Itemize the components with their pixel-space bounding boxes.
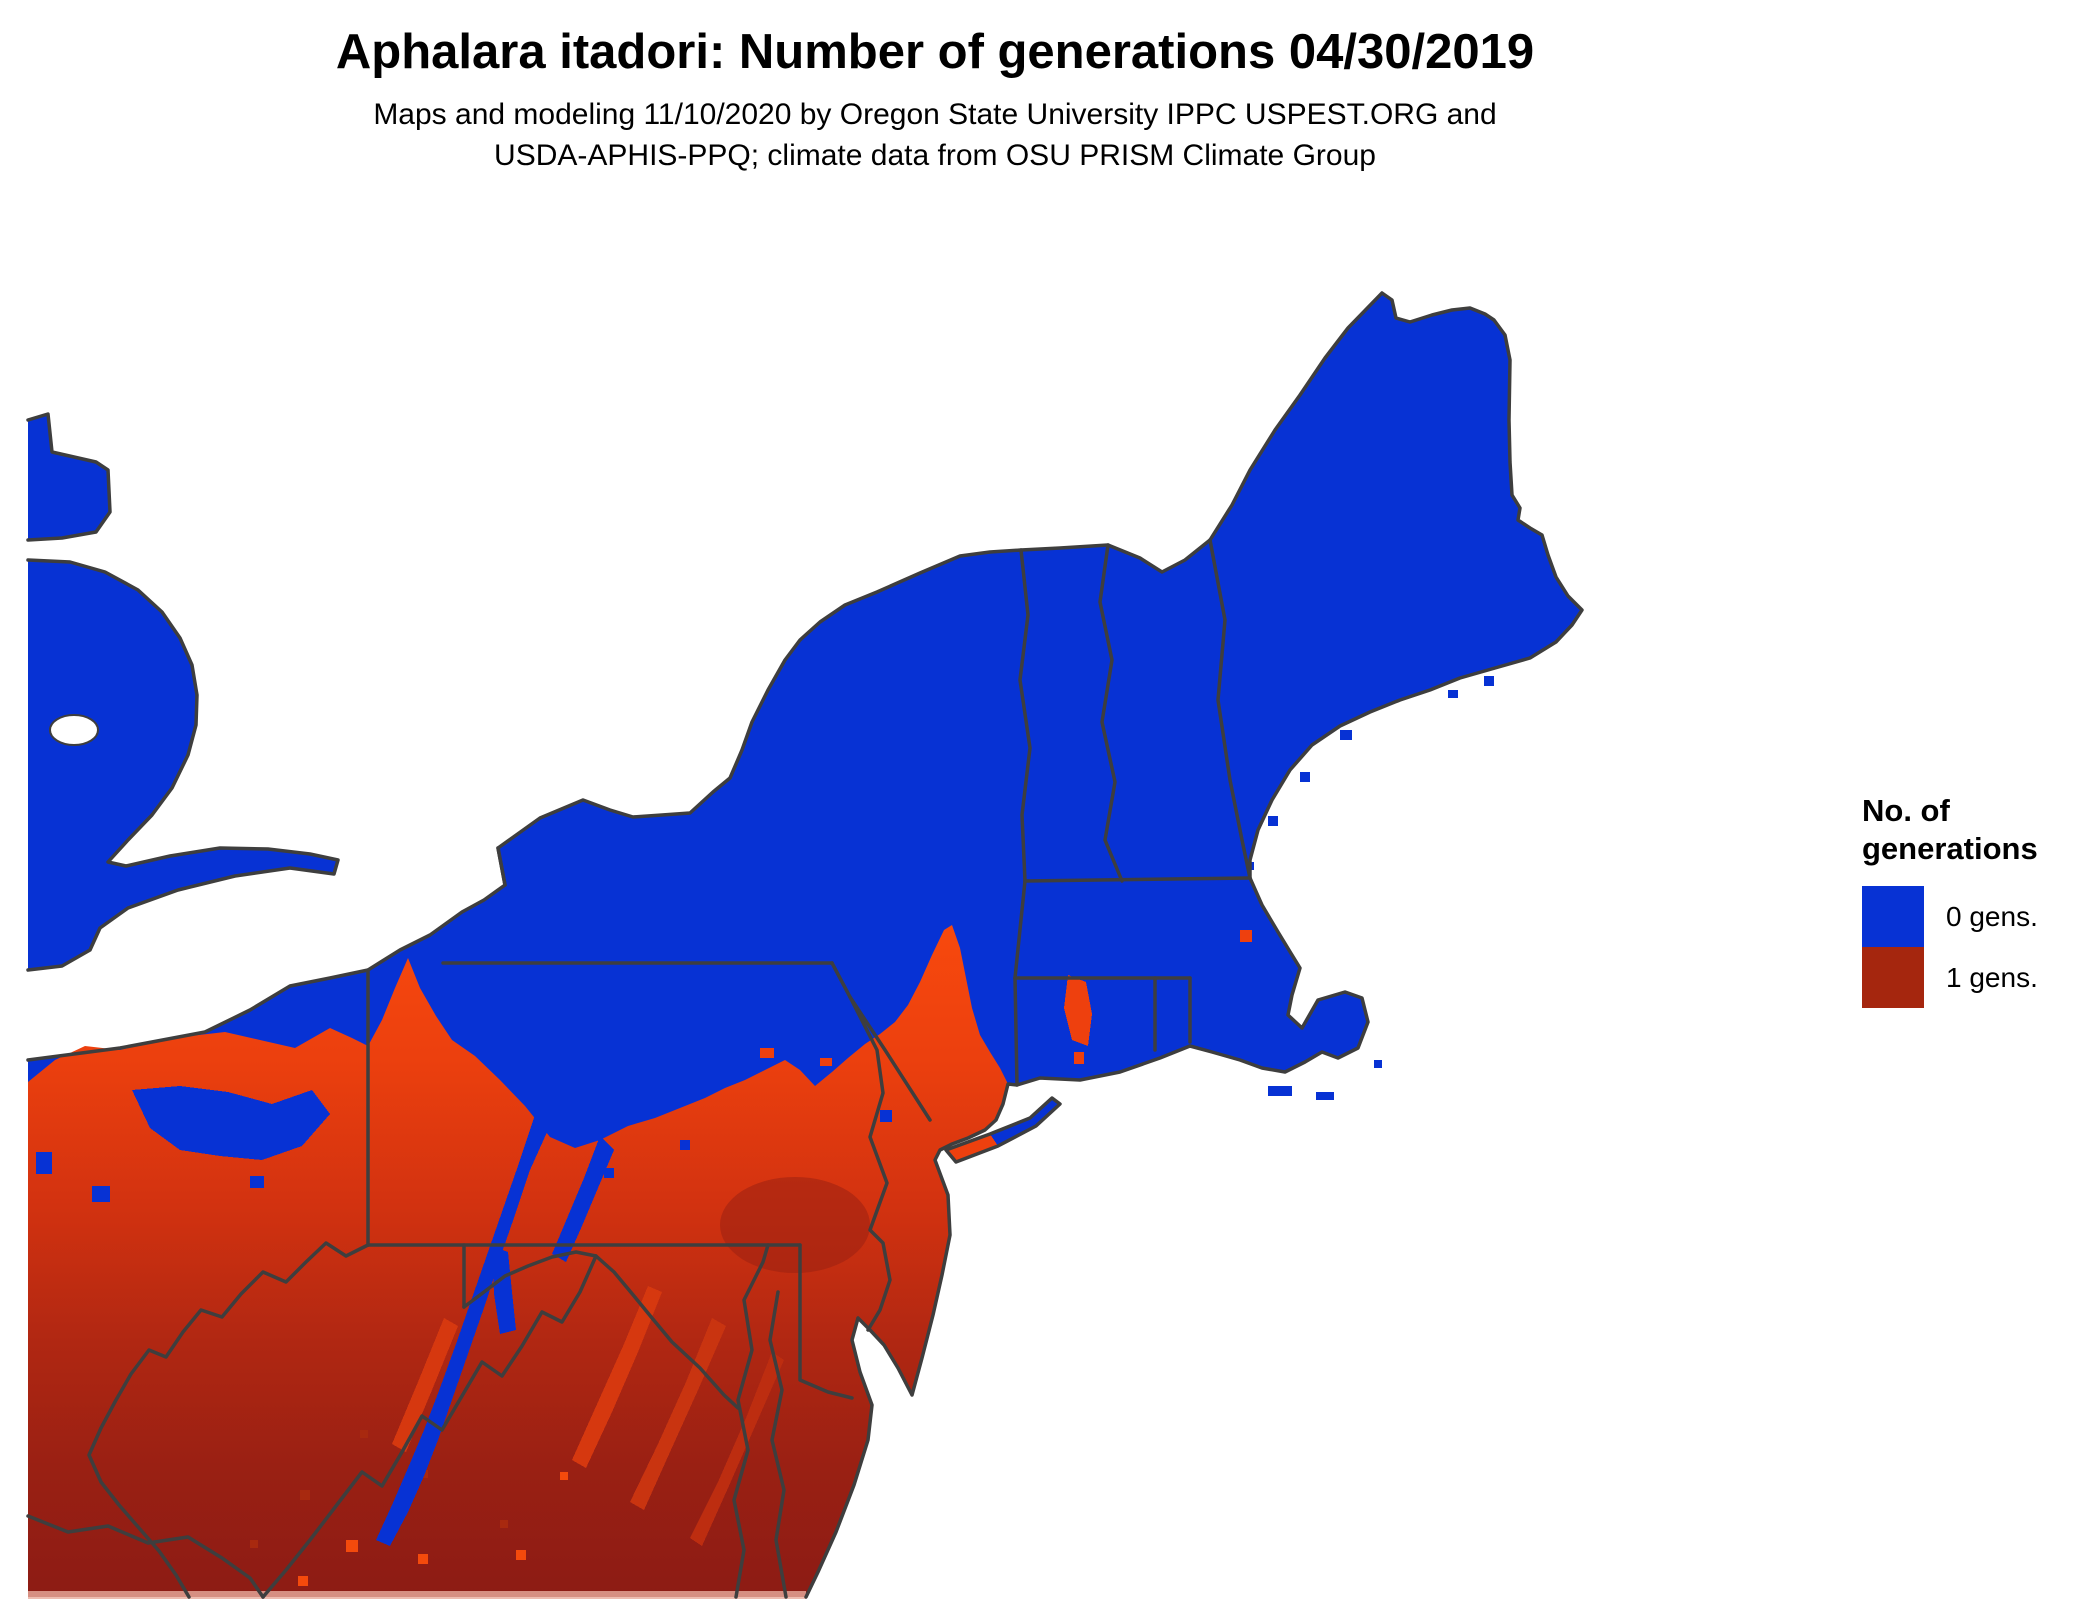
map-bottom-edge-fade <box>28 1591 806 1599</box>
peninsula-sliver <box>28 414 110 540</box>
small-lake <box>49 714 99 746</box>
warm-valley-patches <box>760 930 1252 1162</box>
subtitle-line-2: USDA-APHIS-PPQ; climate data from OSU PR… <box>494 139 1376 172</box>
border-ma-north <box>1023 876 1252 883</box>
connecticut-valley-patch <box>1064 975 1092 1046</box>
niagara-river <box>496 846 507 887</box>
figure-header: Aphalara itadori: Number of generations … <box>0 24 1870 176</box>
appalachian-ridge-streaks <box>36 1082 892 1546</box>
legend-swatch-1-gens <box>1862 947 1924 1008</box>
legend-title-line-2: generations <box>1862 831 2038 866</box>
long-island-west-warm <box>946 1134 998 1162</box>
border-me-nh <box>1208 538 1252 880</box>
page-title: Aphalara itadori: Number of generations … <box>335 25 1535 79</box>
ridge-streak-long <box>376 1082 560 1546</box>
shoreline-outlines <box>26 291 1584 1599</box>
border-vt-nh <box>1098 543 1124 883</box>
piedmont-dark-patch <box>720 1177 870 1273</box>
border-ky-va <box>26 1514 265 1599</box>
border-ny-nj <box>830 961 932 1122</box>
legend-item-0-gens: 0 gens. <box>1862 886 2038 947</box>
border-ny-ma <box>1013 879 1027 980</box>
map-legend: No. of generations 0 gens. 1 gens. <box>1862 792 2038 1008</box>
valley-orange-streaks <box>250 1286 784 1586</box>
boston-warm-pixel <box>1240 930 1252 942</box>
border-md-de <box>798 1243 854 1400</box>
cold-pocket-west <box>132 1086 330 1160</box>
chesapeake-west-shore <box>732 1243 770 1599</box>
border-ohio-river <box>87 1241 370 1599</box>
legend-item-1-gens: 1 gens. <box>1862 947 2038 1008</box>
chesapeake-east-shore <box>768 1290 788 1599</box>
state-boundaries <box>26 538 1252 1599</box>
ridge-streak-potomac <box>492 1246 516 1334</box>
border-potomac <box>462 1250 740 1410</box>
legend-title-line-1: No. of <box>1862 793 1950 828</box>
legend-label-1-gens: 1 gens. <box>1946 961 2038 993</box>
ridge-streak-short <box>552 1136 614 1262</box>
legend-swatch-0-gens <box>1862 886 1924 947</box>
one-generation-region <box>28 925 1008 1597</box>
border-wv-va <box>261 1254 598 1599</box>
subtitle-line-1: Maps and modeling 11/10/2020 by Oregon S… <box>373 98 1497 131</box>
border-ny-vt <box>1018 548 1032 883</box>
border-delaware-river <box>848 995 892 1332</box>
legend-label-0-gens: 0 gens. <box>1946 900 2038 932</box>
border-ny-ct <box>1013 976 1019 1087</box>
figure-subtitle: Maps and modeling 11/10/2020 by Oregon S… <box>0 94 1870 176</box>
legend-title: No. of generations <box>1862 792 2038 868</box>
